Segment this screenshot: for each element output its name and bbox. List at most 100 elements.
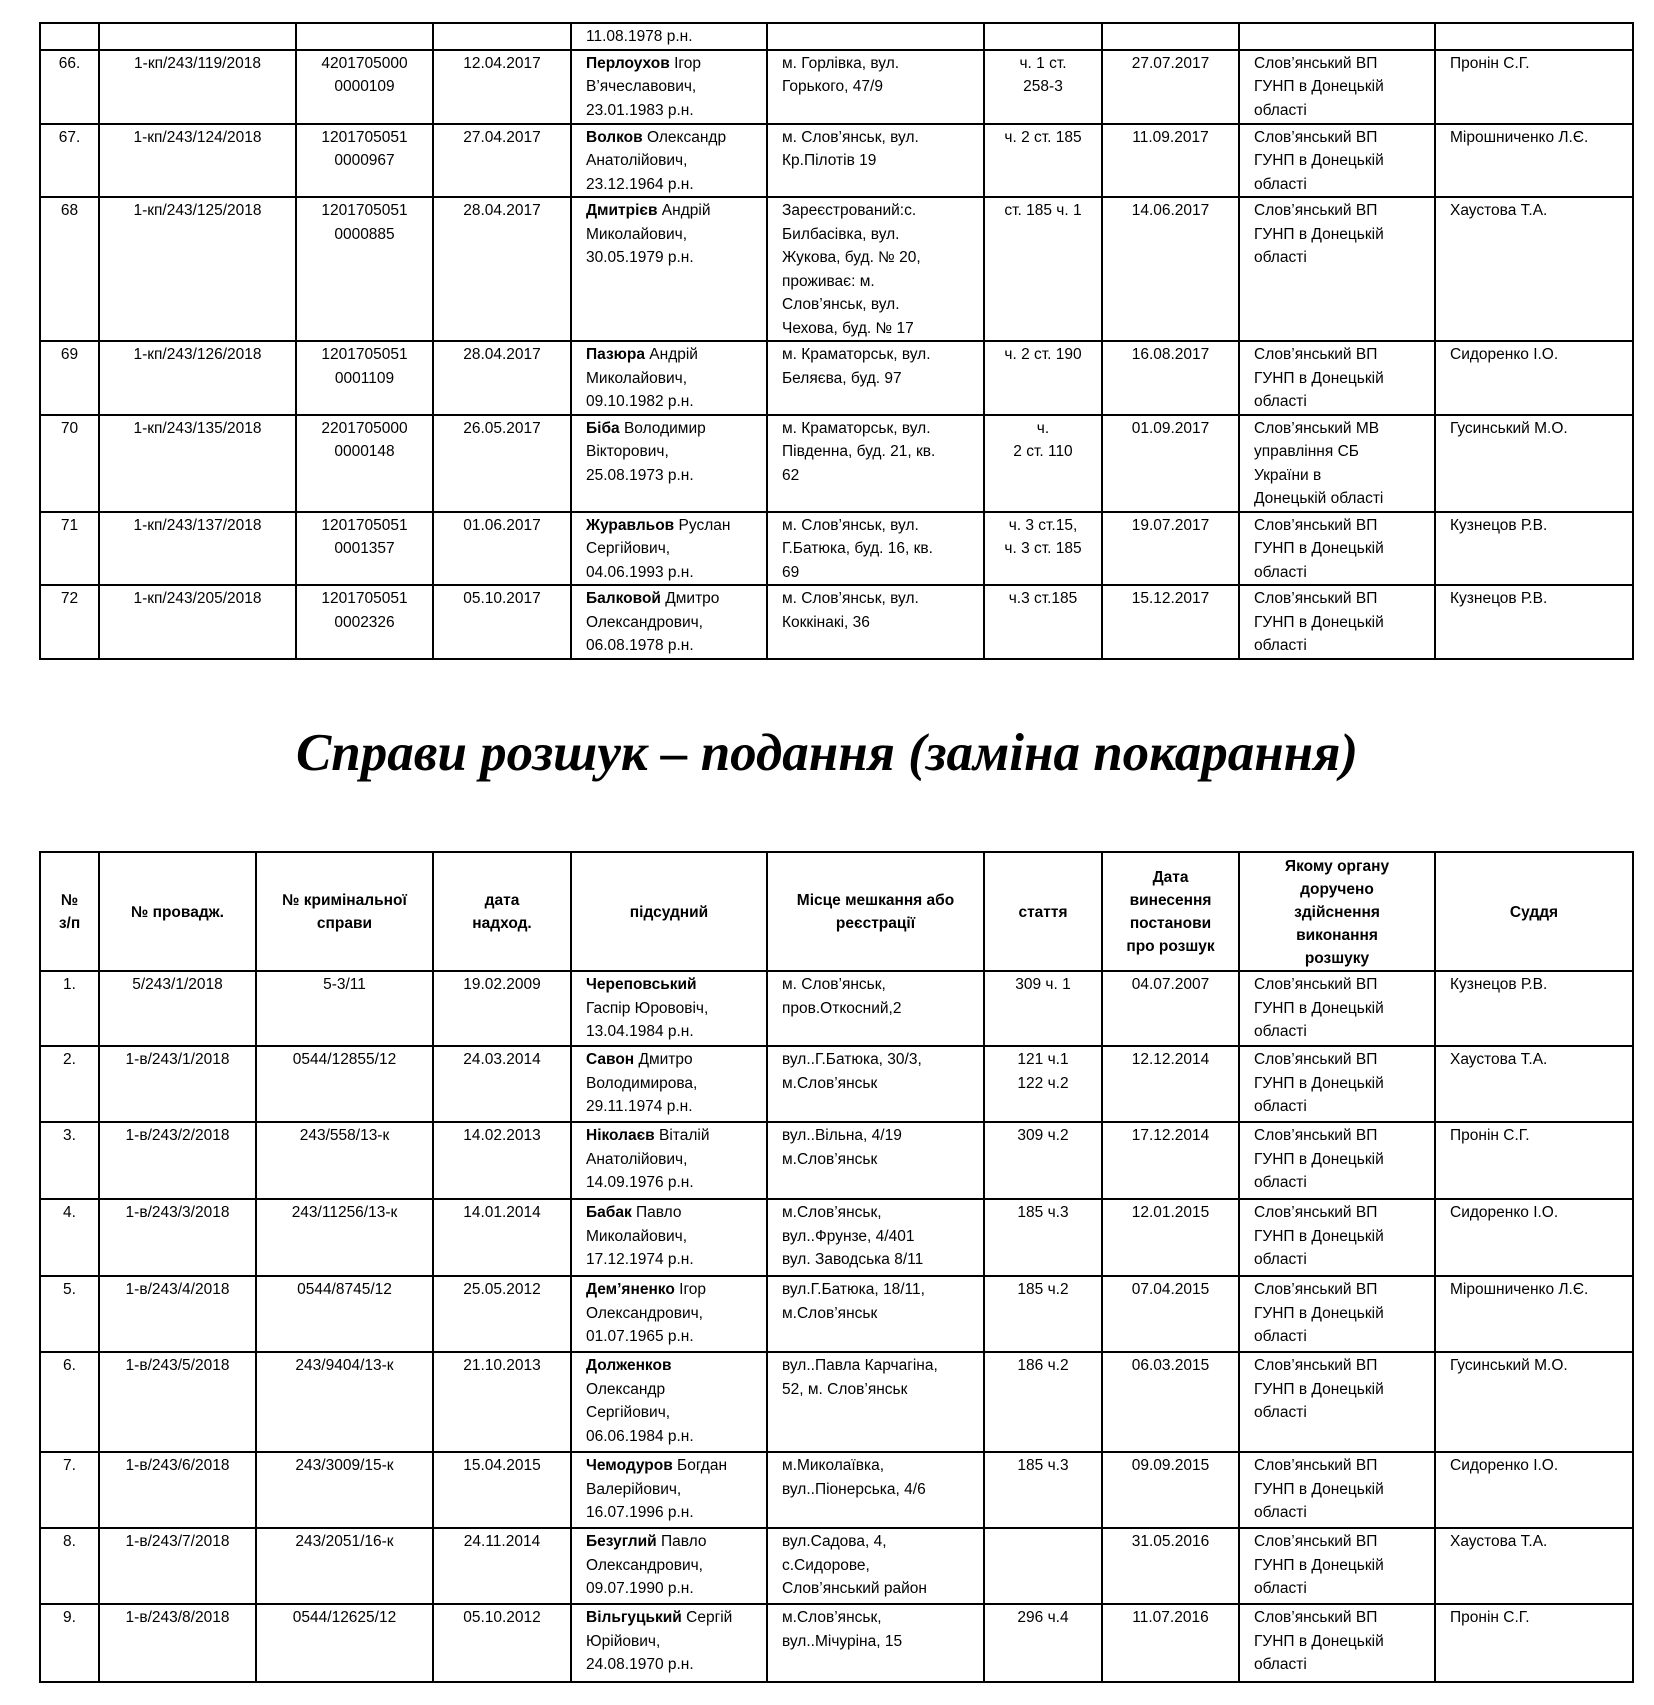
cell-wanted-date: 09.09.2015 <box>1101 1451 1240 1529</box>
cell-judge: Кузнецов Р.В. <box>1434 510 1634 586</box>
cell-address: вул.Г.Батюка, 18/11, м.Слов’янськ <box>766 1275 985 1353</box>
cell-wanted-date: 19.07.2017 <box>1101 510 1240 586</box>
cell-criminal-case: 1201705051 0002326 <box>295 584 434 660</box>
cell-judge: Мірошниченко Л.Є. <box>1434 1275 1634 1353</box>
defendant-details: Богдан Валерійович, 16.07.1996 р.н. <box>586 1457 728 1521</box>
cell-num: 71 <box>39 510 100 586</box>
cell-address: м. Слов’янськ, пров.Откосний,2 <box>766 970 985 1047</box>
cell-wanted-date: 12.12.2014 <box>1101 1045 1240 1123</box>
cell-date-received: 24.03.2014 <box>432 1045 572 1123</box>
table-row: 66. 1-кп/243/119/2018 4201705000 0000109 12… <box>39 48 1634 125</box>
cell-case-number: 1-в/243/1/2018 <box>98 1045 257 1123</box>
cell-date-received: 05.10.2017 <box>432 584 572 660</box>
cell-article: ч. 2 ст. 190 <box>983 340 1103 416</box>
cell-article: 121 ч.1 122 ч.2 <box>983 1045 1103 1123</box>
cell-num: 2. <box>39 1045 100 1123</box>
table-row: 2. 1-в/243/1/2018 0544/12855/12 24.03.2014 С… <box>39 1045 1634 1123</box>
cell-article: ч. 2 ст. 110 <box>983 413 1103 513</box>
cell-wanted-date: 01.09.2017 <box>1101 413 1240 513</box>
wanted-cases-table: № з/п № провадж. № кримінальної справи д… <box>39 851 1634 1683</box>
cell-authority: Слов’янський ВП ГУНП в Донецькій області <box>1238 970 1436 1047</box>
defendant-surname: Чемодуров <box>586 1457 673 1474</box>
cell-article: 185 ч.3 <box>983 1198 1103 1277</box>
cell-date-received: 15.04.2015 <box>432 1451 572 1529</box>
cell-address: м.Миколаївка, вул..Піонерська, 4/6 <box>766 1451 985 1529</box>
cell-date-received: 28.04.2017 <box>432 340 572 416</box>
cell-wanted-date: 11.09.2017 <box>1101 122 1240 198</box>
table-row: 71 1-кп/243/137/2018 1201705051 0001357 01.… <box>39 510 1634 586</box>
cell-authority: Слов’янський ВП ГУНП в Донецькій області <box>1238 1527 1436 1605</box>
cell-case-number: 1-кп/243/135/2018 <box>98 413 297 513</box>
cell-criminal-case: 1201705051 0001357 <box>295 510 434 586</box>
cell-num: 67. <box>39 122 100 198</box>
defendant-surname: Ніколаєв <box>586 1127 655 1144</box>
cell-defendant: Волков Олександр Анатолійович, 23.12.196… <box>570 122 768 198</box>
defendant-details: Олександр Анатолійович, 23.12.1964 р.н. <box>586 128 727 193</box>
cell-case-number: 1-кп/243/124/2018 <box>98 122 297 198</box>
cell-date-received: 01.06.2017 <box>432 510 572 586</box>
header-date-received: дата надход. <box>432 851 572 972</box>
cell-judge: Пронін С.Г. <box>1434 48 1634 125</box>
cell-address: м. Горлівка, вул. Горького, 47/9 <box>766 48 985 125</box>
cell-case-number: 1-кп/243/137/2018 <box>98 510 297 586</box>
cell-case-number <box>98 22 297 51</box>
defendant-surname: Волков <box>586 128 643 146</box>
cell-wanted-date: 17.12.2014 <box>1101 1121 1240 1200</box>
cell-article: ч. 1 ст. 258-3 <box>983 48 1103 125</box>
cell-criminal-case: 1201705051 0001109 <box>295 340 434 416</box>
cell-article: ст. 185 ч. 1 <box>983 196 1103 342</box>
cell-defendant: Біба Володимир Вікторович, 25.08.1973 р.… <box>570 413 768 513</box>
defendant-surname: Перлоухов <box>586 54 670 72</box>
cell-address: м. Слов’янськ, вул. Коккінакі, 36 <box>766 584 985 660</box>
cell-criminal-case: 5-3/11 <box>255 970 434 1047</box>
cell-defendant: Савон Дмитро Володимирова, 29.11.1974 р.… <box>570 1045 768 1123</box>
cell-address: м. Слов’янськ, вул. Г.Батюка, буд. 16, к… <box>766 510 985 586</box>
cell-wanted-date: 04.07.2007 <box>1101 970 1240 1047</box>
cell-num <box>39 22 100 51</box>
cell-address: м. Краматорськ, вул. Беляєва, буд. 97 <box>766 340 985 416</box>
cell-article: ч. 3 ст.15, ч. 3 ст. 185 <box>983 510 1103 586</box>
cell-authority: Слов’янський ВП ГУНП в Донецькій області <box>1238 196 1436 342</box>
table-row: 67. 1-кп/243/124/2018 1201705051 0000967 27… <box>39 122 1634 198</box>
defendant-surname: Долженков <box>586 1357 672 1374</box>
cell-criminal-case: 243/2051/16-к <box>255 1527 434 1605</box>
cell-authority: Слов’янський ВП ГУНП в Донецькій області <box>1238 340 1436 416</box>
cell-authority: Слов’янський ВП ГУНП в Донецькій області <box>1238 1045 1436 1123</box>
table-row: 72 1-кп/243/205/2018 1201705051 0002326 05.… <box>39 584 1634 660</box>
cell-defendant: Дмитрієв Андрій Миколайович, 30.05.1979 … <box>570 196 768 342</box>
cell-date-received: 14.01.2014 <box>432 1198 572 1277</box>
cell-authority: Слов’янський ВП ГУНП в Донецькій області <box>1238 122 1436 198</box>
cell-date-received: 12.04.2017 <box>432 48 572 125</box>
cell-judge: Сидоренко І.О. <box>1434 1198 1634 1277</box>
cell-article <box>983 1527 1103 1605</box>
cell-criminal-case: 1201705051 0000885 <box>295 196 434 342</box>
cell-authority: Слов’янський ВП ГУНП в Донецькій області <box>1238 1121 1436 1200</box>
defendant-surname: Журавльов <box>586 516 675 534</box>
cell-criminal-case: 2201705000 0000148 <box>295 413 434 513</box>
cell-date-received: 26.05.2017 <box>432 413 572 513</box>
cell-wanted-date: 15.12.2017 <box>1101 584 1240 660</box>
defendant-details: 11.08.1978 р.н. <box>586 28 693 45</box>
cell-num: 8. <box>39 1527 100 1605</box>
cell-judge: Сидоренко І.О. <box>1434 340 1634 416</box>
cell-defendant: Череповський Гаспір Юрововіч, 13.04.1984… <box>570 970 768 1047</box>
table-row: 4. 1-в/243/3/2018 243/11256/13-к 14.01.2014… <box>39 1198 1634 1277</box>
table-row: 8. 1-в/243/7/2018 243/2051/16-к 24.11.2014 Б… <box>39 1527 1634 1605</box>
cell-case-number: 1-кп/243/205/2018 <box>98 584 297 660</box>
header-case-number: № провадж. <box>98 851 257 972</box>
cases-table-continued: 11.08.1978 р.н. 66. 1-кп/243/119/2018 42017… <box>39 22 1634 660</box>
cell-defendant: Пазюра Андрій Миколайович, 09.10.1982 р.… <box>570 340 768 416</box>
cell-authority: Слов’янський ВП ГУНП в Донецькій області <box>1238 1275 1436 1353</box>
cell-defendant: Долженков Олександр Сергійович, 06.06.19… <box>570 1351 768 1453</box>
cell-judge: Кузнецов Р.В. <box>1434 584 1634 660</box>
cell-num: 72 <box>39 584 100 660</box>
cell-judge: Хаустова Т.А. <box>1434 196 1634 342</box>
cell-address: вул.Садова, 4, с.Сидорове, Слов’янський … <box>766 1527 985 1605</box>
cell-defendant: 11.08.1978 р.н. <box>570 22 768 51</box>
cell-date-received: 05.10.2012 <box>432 1603 572 1683</box>
cell-num: 5. <box>39 1275 100 1353</box>
cell-authority: Слов’янський ВП ГУНП в Донецькій області <box>1238 584 1436 660</box>
cell-case-number: 1-кп/243/119/2018 <box>98 48 297 125</box>
cell-criminal-case: 4201705000 0000109 <box>295 48 434 125</box>
defendant-details: Віталій Анатолійович, 14.09.1976 р.н. <box>586 1127 710 1191</box>
